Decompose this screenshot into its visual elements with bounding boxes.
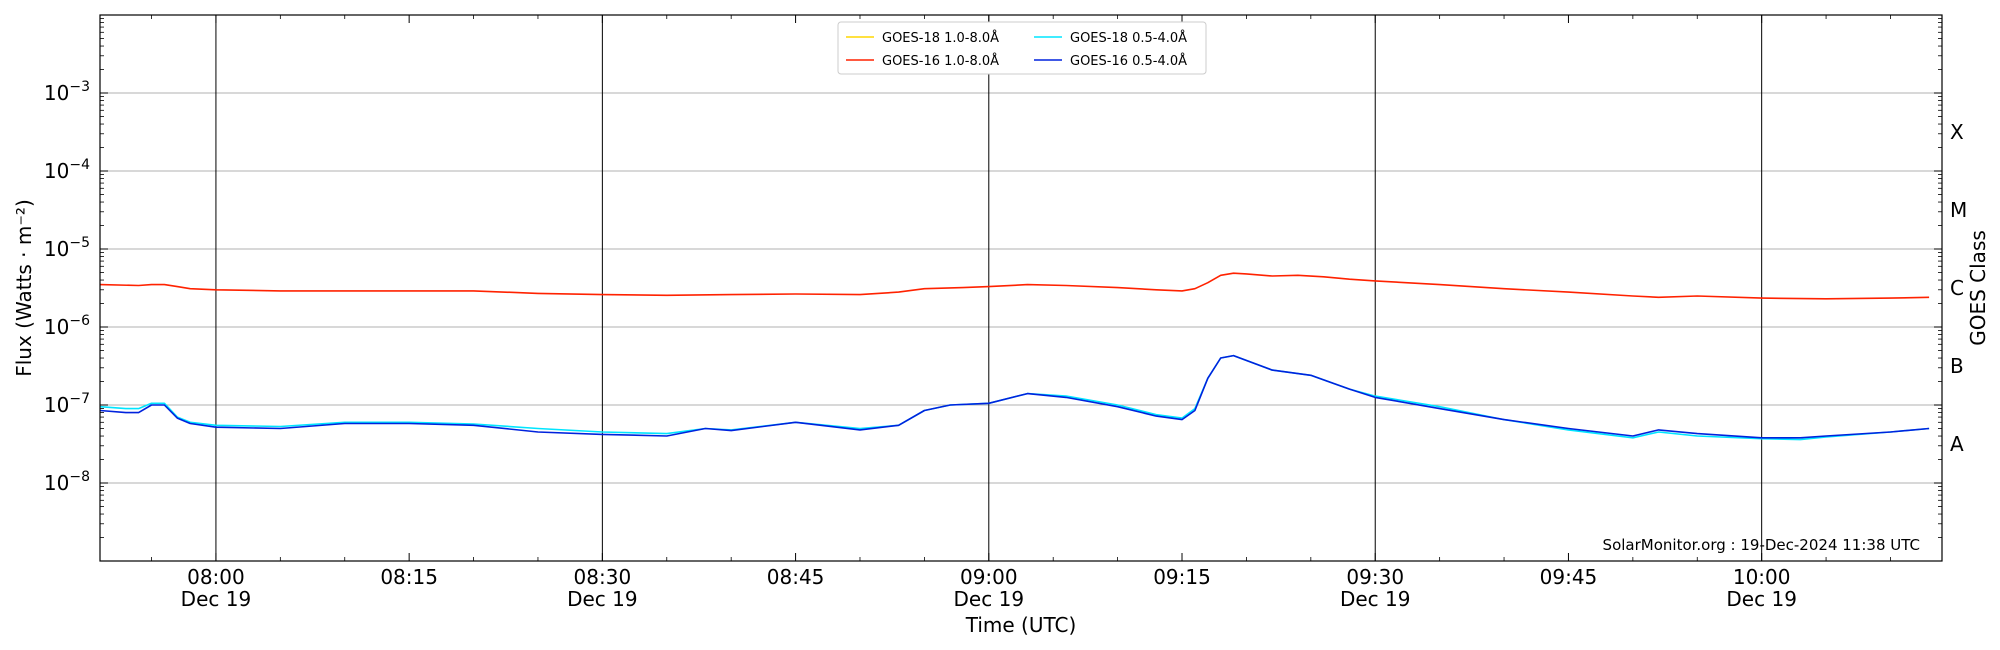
grid-lines (100, 92, 1942, 484)
y-tick-base: 10 (44, 471, 69, 495)
y-tick-base: 10 (44, 393, 69, 417)
goes-class-label: C (1950, 276, 1964, 300)
y-axis-title: Flux (Watts · m⁻²) (12, 199, 36, 377)
y-tick-label: 10−5 (44, 235, 90, 261)
y-tick-label: 10−6 (44, 313, 90, 339)
x-tick-date-label: Dec 19 (1726, 587, 1797, 611)
y-tick-label: 10−4 (44, 157, 90, 183)
goes-class-label: B (1950, 354, 1964, 378)
plot-area (100, 15, 1942, 561)
y-tick-power: −3 (69, 79, 90, 95)
legend-label: GOES-16 1.0-8.0Å (882, 53, 999, 69)
y-tick-power: −7 (69, 391, 90, 407)
y-tick-base: 10 (44, 81, 69, 105)
series-line (99, 354, 1930, 439)
x-tick-time-label: 08:30 (574, 565, 632, 589)
x-tick-time-label: 10:00 (1733, 565, 1791, 589)
plot-frame (99, 14, 1943, 562)
y-tick-power: −5 (69, 235, 90, 251)
goes-class-label: M (1950, 198, 1967, 222)
goes-class-labels: A B C M X (1950, 120, 1967, 456)
x-tick-time-label: 09:30 (1346, 565, 1404, 589)
x-tick-time-label: 08:45 (767, 565, 825, 589)
y-tick-label: 10−3 (44, 79, 90, 105)
x-axis-title: Time (UTC) (965, 613, 1077, 637)
watermark: SolarMonitor.org : 19-Dec-2024 11:38 UTC (1603, 536, 1920, 554)
legend-label: GOES-16 0.5-4.0Å (1070, 53, 1187, 69)
y-tick-power: −8 (69, 469, 90, 485)
y-tick-label: 10−8 (44, 469, 90, 495)
goes-class-label: A (1950, 432, 1964, 456)
x-tick-date-label: Dec 19 (567, 587, 638, 611)
y-tick-power: −4 (69, 157, 90, 173)
y-tick-base: 10 (44, 159, 69, 183)
y-tick-power: −6 (69, 313, 90, 329)
right-axis-title: GOES Class (1966, 230, 1990, 346)
legend: GOES-18 1.0-8.0Å GOES-16 1.0-8.0Å GOES-18 … (837, 21, 1207, 75)
x-tick-time-label: 08:00 (187, 565, 245, 589)
y-tick-base: 10 (44, 315, 69, 339)
x-tick-date-label: Dec 19 (181, 587, 252, 611)
x-tick-time-label: 09:15 (1153, 565, 1211, 589)
axis-ticks (100, 15, 1942, 561)
legend-box (837, 21, 1207, 75)
series-lines (99, 272, 1930, 441)
x-tick-time-label: 09:45 (1540, 565, 1598, 589)
y-tick-labels: 10−810−710−610−510−410−3 (44, 79, 90, 495)
legend-label: GOES-18 1.0-8.0Å (882, 30, 999, 46)
y-tick-base: 10 (44, 237, 69, 261)
x-tick-time-label: 09:00 (960, 565, 1018, 589)
x-tick-date-label: Dec 19 (954, 587, 1025, 611)
goes-class-label: X (1950, 120, 1964, 144)
date-vertical-lines (215, 15, 1763, 561)
x-tick-time-label: 08:15 (380, 565, 438, 589)
legend-label: GOES-18 0.5-4.0Å (1070, 30, 1187, 46)
series-line (99, 272, 1930, 300)
y-tick-label: 10−7 (44, 391, 90, 417)
x-tick-date-label: Dec 19 (1340, 587, 1411, 611)
